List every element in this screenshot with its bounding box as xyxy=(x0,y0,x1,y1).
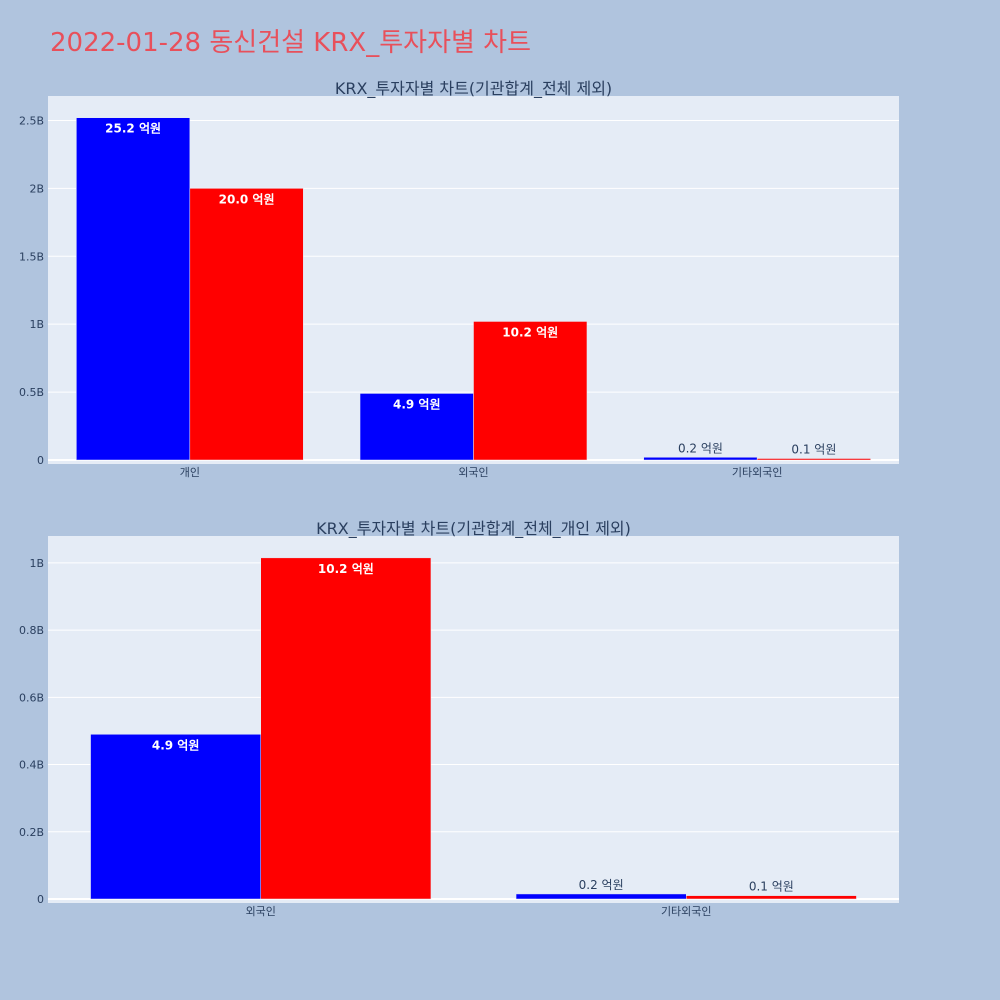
page-title: 2022-01-28 동신건설 KRX_투자자별 차트 xyxy=(50,28,532,58)
bar xyxy=(515,893,687,900)
bar-data-label: 10.2 억원 xyxy=(318,562,374,576)
chart-title: KRX_투자자별 차트(기관합계_전체_개인 제외) xyxy=(316,519,631,539)
bar-data-label: 10.2 억원 xyxy=(502,325,558,339)
y-tick-label: 0.6B xyxy=(19,691,44,704)
x-tick-label: 개인 xyxy=(180,466,200,479)
y-tick-label: 0.4B xyxy=(19,759,44,772)
bar xyxy=(643,457,758,461)
bar xyxy=(473,321,588,461)
y-tick-label: 1B xyxy=(29,318,44,331)
x-tick-label: 외국인 xyxy=(246,905,276,918)
chart-investor-excl-individual: 0 0.2B 0.4B 0.6B 0.8B 1B KRX_투자자별 차트(기관합계_전체_개… xyxy=(19,519,899,918)
y-tick-label: 0 xyxy=(37,454,44,467)
chart-title: KRX_투자자별 차트(기관합계_전체 제외) xyxy=(335,79,612,99)
y-tick-label: 0.2B xyxy=(19,826,44,839)
chart-investor-all: 0 0.5B 1B 1.5B 2B 2.5B KRX_투자자별 차트(기관합계_전체 제외)… xyxy=(19,79,899,479)
bar-data-label: 0.2 억원 xyxy=(678,441,723,455)
x-tick-label: 기타외국인 xyxy=(661,905,712,918)
bar xyxy=(189,188,304,461)
y-tick-label: 0.5B xyxy=(19,386,44,399)
bar-data-label: 0.1 억원 xyxy=(791,443,836,457)
bar-data-label: 20.0 억원 xyxy=(219,192,275,206)
bar xyxy=(76,117,191,461)
bar-data-label: 0.2 억원 xyxy=(579,878,624,892)
y-tick-label: 1.5B xyxy=(19,250,44,263)
y-tick-label: 0.8B xyxy=(19,624,44,637)
y-tick-label: 2B xyxy=(29,182,44,195)
bar xyxy=(686,895,857,900)
y-tick-label: 1B xyxy=(29,557,44,570)
bar xyxy=(756,458,871,461)
y-tick-label: 2.5B xyxy=(19,114,44,127)
bar-data-label: 4.9 억원 xyxy=(152,738,200,752)
bar-data-label: 25.2 억원 xyxy=(105,122,161,136)
bar xyxy=(90,734,261,900)
x-tick-label: 기타외국인 xyxy=(732,466,783,479)
bar-data-label: 4.9 억원 xyxy=(393,397,441,411)
y-tick-label: 0 xyxy=(37,893,44,906)
bar xyxy=(260,557,432,900)
x-tick-label: 외국인 xyxy=(458,466,488,479)
bar-data-label: 0.1 억원 xyxy=(749,880,794,894)
